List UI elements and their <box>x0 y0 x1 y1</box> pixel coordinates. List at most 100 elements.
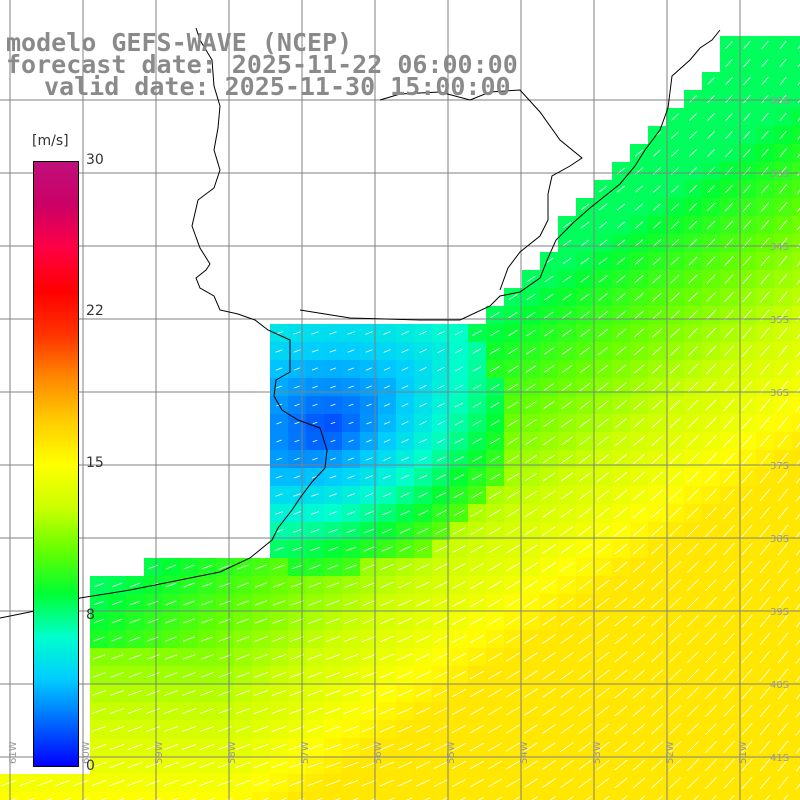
wind-arrow <box>650 669 664 681</box>
wind-arrow <box>652 203 662 211</box>
wind-arrow <box>632 471 646 483</box>
wind-arrow <box>578 490 592 500</box>
wind-arrow <box>433 653 449 661</box>
wind-arrow <box>199 726 215 732</box>
wind-arrow <box>797 117 800 122</box>
wind-arrow <box>236 636 250 642</box>
wind-arrow <box>578 777 592 789</box>
wind-arrow <box>743 40 751 50</box>
wind-arrow <box>578 507 592 519</box>
coastline <box>0 27 721 619</box>
wind-arrow <box>362 600 376 606</box>
wind-arrow <box>442 797 449 800</box>
wind-arrow <box>201 600 213 606</box>
wind-arrow <box>472 330 482 336</box>
wind-arrow <box>777 452 789 466</box>
wind-arrow <box>632 723 646 735</box>
lat-label: 40S <box>770 680 789 691</box>
wind-arrow <box>397 743 413 751</box>
wind-arrow <box>164 708 178 714</box>
colorbar-tick: 30 <box>86 152 104 168</box>
wind-arrow <box>741 650 753 664</box>
wind-arrow <box>505 652 521 662</box>
wind-arrow <box>165 618 177 624</box>
wind-arrow <box>777 776 789 790</box>
wind-arrow <box>110 708 124 714</box>
wind-cell <box>0 792 18 800</box>
wind-arrow <box>596 759 610 771</box>
wind-arrow <box>343 779 359 787</box>
wind-arrow <box>779 94 787 104</box>
wind-arrow <box>723 596 735 610</box>
wind-arrow <box>505 670 521 680</box>
wind-arrow <box>235 708 251 714</box>
wind-arrow <box>742 220 752 230</box>
wind-arrow <box>687 471 699 483</box>
wind-arrow <box>795 459 800 466</box>
wind-arrow <box>64 797 71 800</box>
wind-arrow <box>347 475 355 479</box>
wind-arrow <box>761 58 769 68</box>
wind-arrow <box>616 203 626 211</box>
wind-arrow <box>307 707 323 715</box>
wind-arrow <box>614 507 628 519</box>
wind-arrow <box>129 582 141 588</box>
wind-arrow <box>129 600 141 606</box>
wind-arrow <box>797 99 800 104</box>
wind-arrow <box>668 705 682 717</box>
wind-arrow <box>711 794 717 800</box>
wind-arrow <box>598 257 608 265</box>
wind-arrow <box>163 761 179 769</box>
wind-arrow <box>164 672 178 678</box>
wind-arrow <box>253 779 269 787</box>
wind-arrow <box>723 758 735 772</box>
wind-arrow <box>470 545 484 553</box>
wind-arrow <box>688 202 698 212</box>
wind-arrow <box>783 794 789 800</box>
wind-arrow <box>127 726 143 732</box>
wind-arrow <box>524 544 538 554</box>
wind-arrow <box>760 184 770 194</box>
wind-arrow <box>688 310 698 320</box>
wind-arrow <box>723 488 735 502</box>
lon-label: 54W <box>519 741 530 764</box>
wind-arrow <box>705 434 717 448</box>
wind-arrow <box>165 636 177 642</box>
wind-arrow <box>401 403 409 407</box>
wind-arrow <box>363 546 375 552</box>
wind-arrow <box>633 400 645 410</box>
wind-arrow <box>632 741 646 753</box>
wind-arrow <box>542 706 556 716</box>
wind-arrow <box>560 562 574 572</box>
wind-cell <box>792 432 800 450</box>
wind-arrow <box>687 759 699 771</box>
wind-arrow <box>633 346 645 356</box>
wind-arrow <box>729 794 735 800</box>
wind-arrow <box>487 724 503 734</box>
wind-arrow <box>433 725 449 733</box>
wind-cell <box>576 792 594 800</box>
wind-arrow <box>361 653 377 661</box>
wind-arrow <box>795 423 800 430</box>
wind-arrow <box>616 275 626 283</box>
wind-arrow <box>543 454 555 464</box>
wind-arrow <box>759 704 771 718</box>
wind-arrow <box>741 740 753 754</box>
wind-arrow <box>199 779 215 787</box>
wind-arrow <box>777 614 789 628</box>
wind-arrow <box>632 759 646 771</box>
wind-arrow <box>361 707 377 715</box>
wind-cell <box>540 792 558 800</box>
lon-label: 51W <box>738 741 749 764</box>
wind-arrow <box>688 274 698 284</box>
wind-arrow <box>759 345 771 357</box>
wind-arrow <box>451 688 467 698</box>
wind-arrow <box>651 346 663 356</box>
wind-arrow <box>596 723 610 735</box>
wind-arrow <box>705 399 717 411</box>
wind-arrow <box>687 435 699 447</box>
wind-arrow <box>652 238 662 248</box>
wind-arrow <box>668 615 682 627</box>
wind-arrow <box>343 743 359 751</box>
lon-label: 52W <box>665 741 676 764</box>
